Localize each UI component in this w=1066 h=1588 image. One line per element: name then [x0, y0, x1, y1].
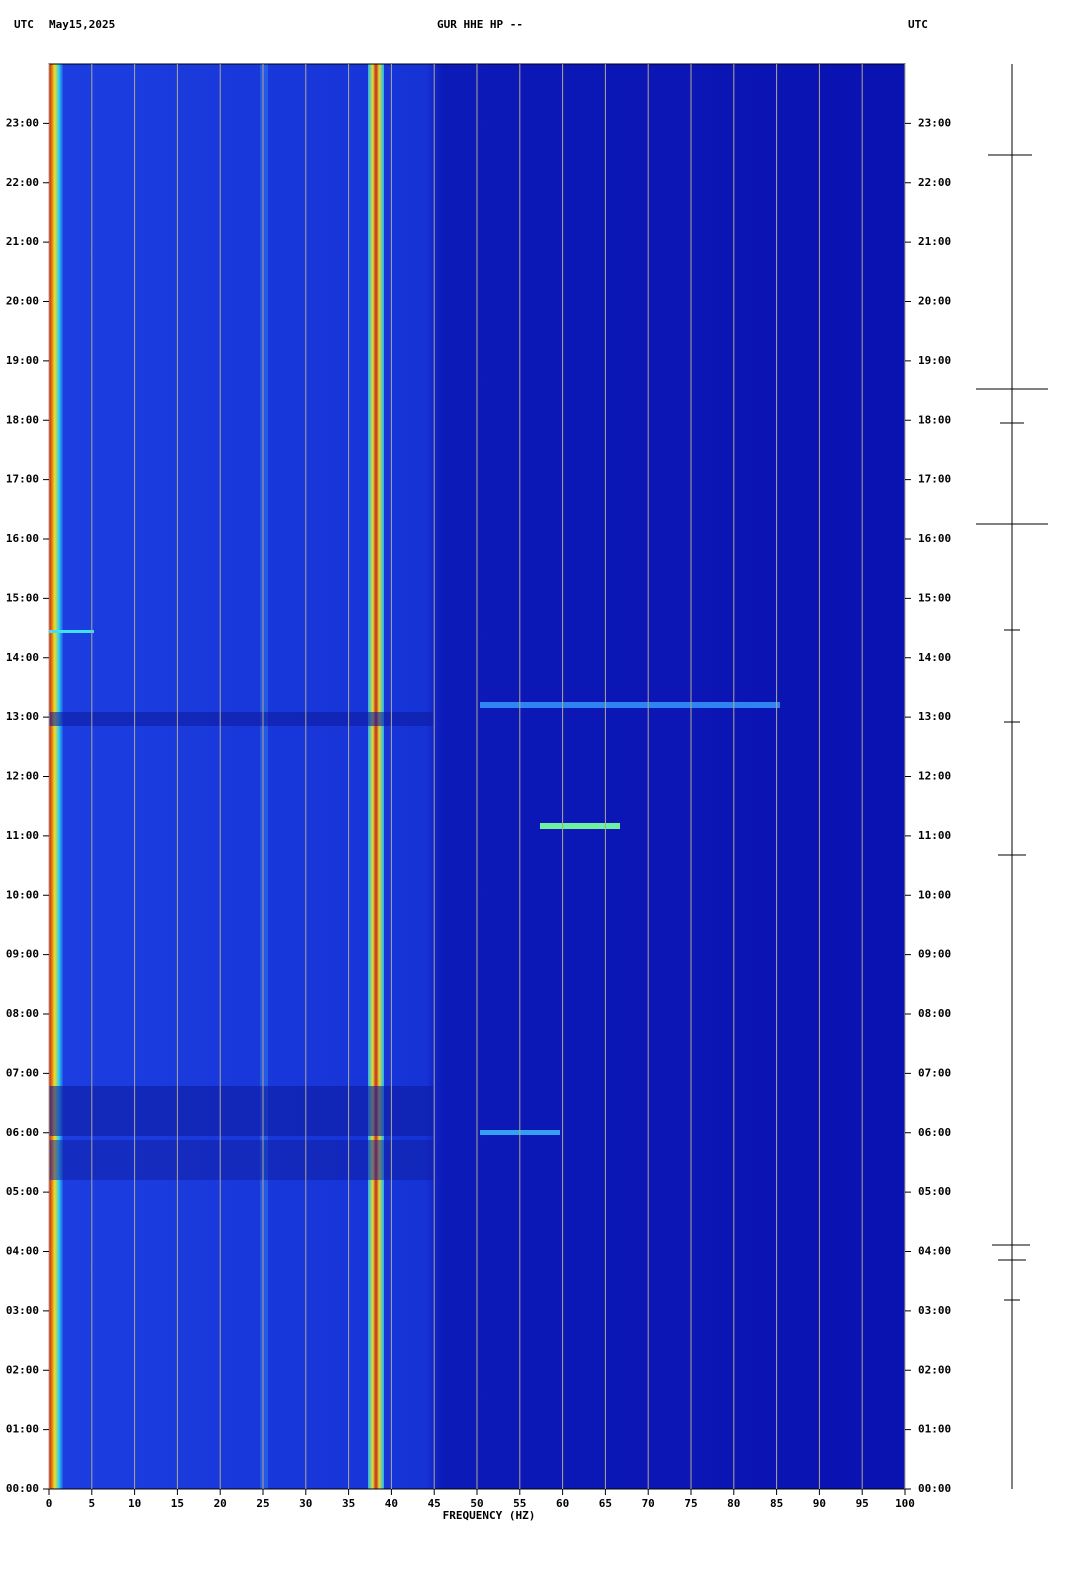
y-tick-label: 09:00	[6, 948, 39, 961]
spectral-feature	[368, 64, 384, 1489]
y-tick-label: 07:00	[918, 1066, 951, 1079]
y-tick-label: 09:00	[918, 948, 951, 961]
x-tick-label: 45	[428, 1497, 441, 1510]
spectral-feature	[49, 1086, 433, 1136]
x-tick-label: 20	[214, 1497, 227, 1510]
spectral-feature	[480, 702, 780, 708]
y-tick-label: 23:00	[918, 116, 951, 129]
x-tick-label: 25	[256, 1497, 269, 1510]
x-tick-label: 75	[684, 1497, 697, 1510]
y-tick-label: 20:00	[6, 295, 39, 308]
y-tick-label: 21:00	[918, 235, 951, 248]
y-tick-label: 03:00	[918, 1304, 951, 1317]
y-tick-label: 16:00	[6, 532, 39, 545]
seismogram	[976, 64, 1048, 1489]
x-tick-label: 70	[642, 1497, 655, 1510]
y-tick-label: 00:00	[918, 1482, 951, 1495]
y-tick-label: 11:00	[918, 829, 951, 842]
y-tick-label: 16:00	[918, 532, 951, 545]
y-tick-label: 10:00	[918, 888, 951, 901]
y-tick-label: 18:00	[918, 413, 951, 426]
x-tick-label: 40	[385, 1497, 398, 1510]
y-tick-label: 06:00	[6, 1126, 39, 1139]
y-tick-label: 08:00	[6, 1007, 39, 1020]
y-tick-label: 02:00	[918, 1363, 951, 1376]
x-tick-label: 50	[470, 1497, 483, 1510]
y-tick-label: 15:00	[918, 591, 951, 604]
y-tick-label: 11:00	[6, 829, 39, 842]
x-tick-label: 10	[128, 1497, 141, 1510]
y-tick-label: 01:00	[918, 1423, 951, 1436]
y-tick-label: 22:00	[918, 176, 951, 189]
y-tick-label: 02:00	[6, 1363, 39, 1376]
x-axis-label: FREQUENCY (HZ)	[443, 1509, 536, 1522]
x-tick-label: 5	[88, 1497, 95, 1510]
left-label: UTC	[14, 18, 34, 31]
y-tick-label: 17:00	[918, 473, 951, 486]
y-tick-label: 20:00	[918, 295, 951, 308]
y-tick-label: 06:00	[918, 1126, 951, 1139]
y-tick-label: 13:00	[918, 710, 951, 723]
y-tick-label: 03:00	[6, 1304, 39, 1317]
y-tick-label: 18:00	[6, 413, 39, 426]
chart-title: GUR HHE HP --	[437, 18, 523, 31]
x-tick-label: 80	[727, 1497, 740, 1510]
spectral-feature	[49, 1140, 433, 1180]
y-tick-label: 19:00	[918, 354, 951, 367]
x-tick-label: 100	[895, 1497, 915, 1510]
y-tick-label: 15:00	[6, 591, 39, 604]
y-tick-label: 10:00	[6, 888, 39, 901]
right-label: UTC	[908, 18, 928, 31]
y-tick-label: 17:00	[6, 473, 39, 486]
x-tick-label: 55	[513, 1497, 526, 1510]
y-tick-label: 05:00	[918, 1185, 951, 1198]
y-tick-label: 19:00	[6, 354, 39, 367]
y-tick-label: 00:00	[6, 1482, 39, 1495]
y-tick-label: 01:00	[6, 1423, 39, 1436]
x-tick-label: 35	[342, 1497, 355, 1510]
y-tick-label: 14:00	[918, 651, 951, 664]
y-tick-label: 08:00	[918, 1007, 951, 1020]
y-tick-label: 23:00	[6, 116, 39, 129]
x-tick-label: 15	[171, 1497, 184, 1510]
x-tick-label: 65	[599, 1497, 612, 1510]
x-tick-label: 90	[813, 1497, 826, 1510]
spectral-feature	[49, 64, 63, 1489]
spectral-feature	[49, 630, 94, 633]
y-tick-label: 12:00	[6, 770, 39, 783]
x-tick-label: 85	[770, 1497, 783, 1510]
x-tick-label: 0	[46, 1497, 53, 1510]
x-tick-label: 95	[856, 1497, 869, 1510]
y-tick-label: 22:00	[6, 176, 39, 189]
y-tick-label: 04:00	[6, 1245, 39, 1258]
y-tick-label: 13:00	[6, 710, 39, 723]
y-tick-label: 04:00	[918, 1245, 951, 1258]
spectral-feature	[260, 64, 268, 1489]
x-tick-label: 60	[556, 1497, 569, 1510]
x-tick-label: 30	[299, 1497, 312, 1510]
y-tick-label: 07:00	[6, 1066, 39, 1079]
spectral-feature	[49, 712, 433, 726]
date: May15,2025	[49, 18, 115, 31]
spectral-feature	[540, 823, 620, 829]
y-tick-label: 12:00	[918, 770, 951, 783]
y-tick-label: 21:00	[6, 235, 39, 248]
y-tick-label: 05:00	[6, 1185, 39, 1198]
y-tick-label: 14:00	[6, 651, 39, 664]
